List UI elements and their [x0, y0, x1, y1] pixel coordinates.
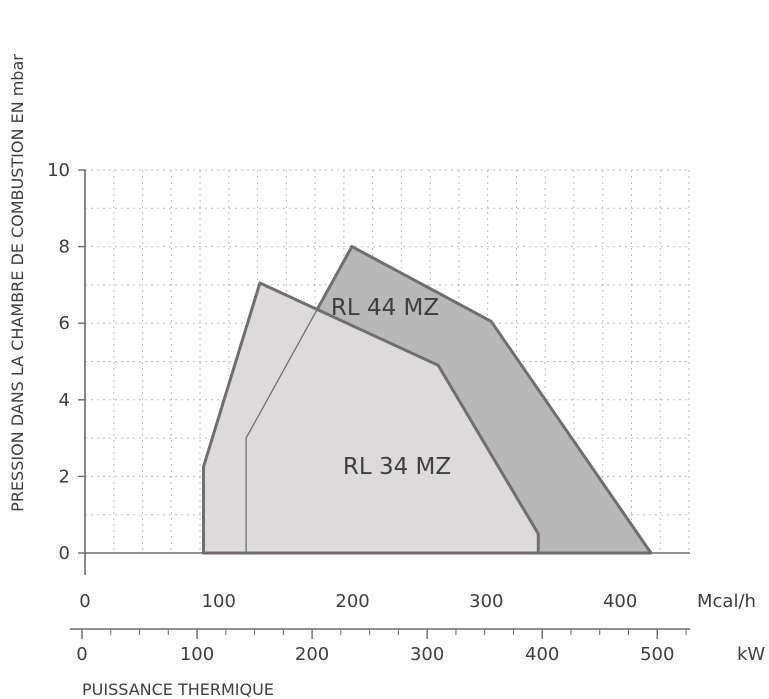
- kw-tick-label: 200: [295, 644, 329, 665]
- kw-tick-label: 100: [180, 644, 214, 665]
- kw-tick-label: 0: [76, 644, 87, 665]
- area-overlap-edge: [245, 246, 353, 553]
- series-label-rl34: RL 34 MZ: [343, 454, 451, 480]
- kw-tick-label: 500: [640, 644, 674, 665]
- mcal-tick-label: 200: [335, 591, 369, 612]
- y-tick-label: 0: [59, 543, 70, 564]
- y-tick-labels: 0 2 4 6 8 10: [47, 160, 70, 564]
- y-tick-label: 10: [47, 160, 70, 181]
- mcal-tick-label: 100: [202, 591, 236, 612]
- mcal-tick-label: 300: [469, 591, 503, 612]
- x-axis-title: PUISSANCE THERMIQUE: [82, 680, 274, 699]
- axes: [70, 169, 690, 639]
- y-tick-label: 6: [59, 313, 70, 334]
- kw-tick-label: 300: [410, 644, 444, 665]
- y-tick-label: 8: [59, 237, 70, 258]
- y-tick-label: 2: [59, 466, 70, 487]
- series-label-rl44: RL 44 MZ: [331, 295, 439, 321]
- y-axis-title: PRESSION DANS LA CHAMBRE DE COMBUSTION E…: [8, 54, 27, 512]
- kw-unit-label: kW: [737, 644, 765, 665]
- mcal-tick-label: 400: [603, 591, 637, 612]
- kw-tick-label: 400: [525, 644, 559, 665]
- mcal-unit-label: Mcal/h: [697, 591, 756, 612]
- mcal-tick-labels: 0 100 200 300 400: [79, 591, 637, 612]
- y-tick-label: 4: [59, 390, 70, 411]
- mcal-tick-label: 0: [79, 591, 90, 612]
- kw-tick-labels: 0 100 200 300 400 500: [76, 644, 674, 665]
